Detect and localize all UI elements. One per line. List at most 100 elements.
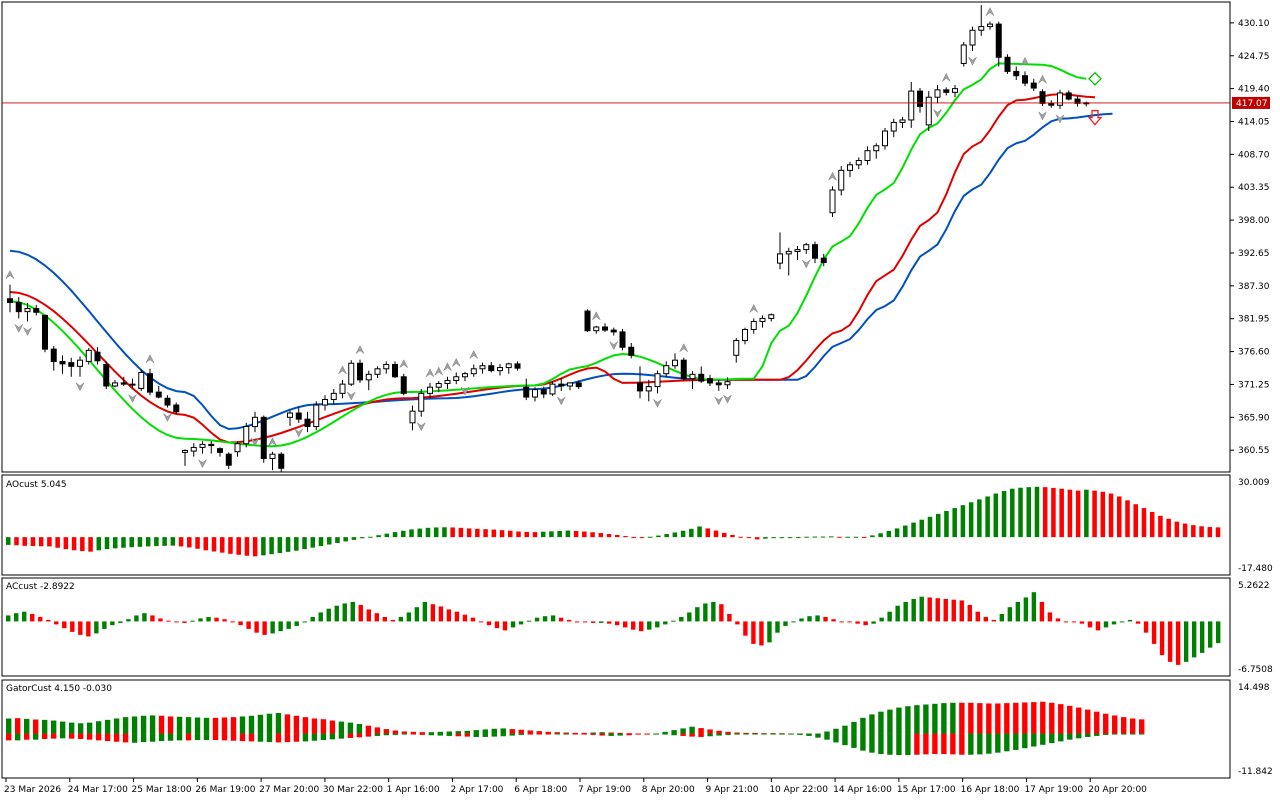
candle	[1013, 66, 1020, 81]
gator-lower-bar	[329, 733, 336, 740]
gator-lower-bar	[356, 733, 363, 738]
ao-bar	[985, 496, 990, 538]
candle-body	[820, 257, 827, 263]
candle-body	[182, 449, 188, 453]
ac-bar	[1151, 621, 1157, 644]
ac-bar	[6, 615, 11, 622]
ao-bar	[409, 529, 414, 538]
ac-bar	[78, 621, 83, 635]
ac-bar	[1087, 621, 1093, 628]
fractal-down-mark	[198, 459, 207, 469]
fractal-down-mark	[14, 324, 23, 333]
ac-bar	[639, 621, 644, 632]
gator-lower-bar	[554, 733, 560, 735]
candle	[575, 380, 582, 390]
ac-bar	[871, 621, 876, 624]
candle	[952, 84, 958, 98]
candle	[768, 313, 775, 322]
ac-bar	[623, 621, 628, 628]
ao-bar	[1010, 488, 1015, 538]
time-tick-label: 17 Apr 19:00	[1024, 785, 1083, 795]
ac-bar	[438, 606, 444, 622]
ac-bar	[166, 620, 171, 622]
gator-upper-bar	[293, 715, 300, 734]
candle	[549, 381, 556, 396]
candle	[680, 357, 687, 382]
candle-body	[68, 362, 75, 367]
gator-upper-bar	[302, 717, 309, 734]
ac-bar	[863, 621, 868, 626]
gator-lower-bar	[365, 733, 372, 737]
gator-upper-bar	[851, 721, 857, 734]
ac-bar	[294, 621, 299, 626]
candle	[514, 361, 521, 371]
ac-bar	[246, 621, 251, 629]
candle-body	[155, 391, 162, 398]
candle-body	[925, 96, 932, 126]
gator-lower-bar	[734, 733, 740, 735]
gator-upper-bar	[563, 732, 569, 734]
candle-body	[855, 160, 862, 166]
candle	[505, 362, 512, 374]
price-tick-label: 430.10	[1238, 19, 1270, 29]
ac-bar	[991, 619, 997, 622]
gator-upper-bar	[869, 714, 875, 734]
gator-lower-bar	[608, 733, 614, 736]
gator-lower-bar	[275, 733, 282, 743]
gator-lower-bar	[671, 733, 677, 736]
gator-lower-bar	[851, 733, 857, 748]
ao-bar	[1051, 487, 1056, 538]
fractal-down-mark	[1055, 114, 1065, 124]
candle-body	[392, 363, 398, 378]
candle	[777, 232, 783, 270]
ao-bar	[837, 536, 842, 538]
fractal-up-mark	[469, 349, 478, 359]
candle-body	[260, 416, 267, 459]
candle-body	[549, 383, 556, 395]
candle-body	[567, 382, 573, 387]
candle-body	[383, 363, 390, 370]
ao-bar	[1001, 491, 1007, 538]
gator-upper-bar	[923, 704, 929, 734]
ao-bar	[1215, 527, 1221, 538]
gator-upper-bar	[1067, 705, 1073, 734]
gator-lower-bar	[1094, 733, 1100, 736]
time-tick-label: 20 Apr 20:00	[1088, 785, 1147, 795]
candle	[374, 366, 381, 378]
gator-lower-bar	[536, 733, 542, 735]
ac-bar	[126, 619, 131, 622]
candle-body	[1065, 92, 1072, 100]
time-tick-label: 23 Mar 2026	[4, 785, 61, 795]
gator-upper-bar	[365, 725, 372, 734]
gator-upper-bar	[680, 728, 686, 734]
candle	[252, 411, 258, 433]
gator-upper-bar	[428, 732, 435, 734]
gator-upper-bar	[1139, 719, 1145, 734]
gator-lower-bar	[311, 733, 318, 741]
candle-body	[129, 383, 136, 386]
ac-bar	[1071, 621, 1077, 623]
candle	[689, 371, 696, 390]
fractal-up-mark	[592, 311, 601, 320]
candle-body	[584, 310, 591, 332]
ao-bar	[639, 537, 645, 539]
candle-body	[724, 381, 731, 386]
ao-bar	[771, 537, 776, 539]
candle-body	[444, 379, 451, 385]
ao-bar	[968, 502, 974, 538]
ac-bar	[1007, 607, 1013, 622]
candle	[733, 338, 740, 363]
time-tick-label: 24 Mar 17:00	[68, 785, 128, 795]
ao-bar	[1149, 511, 1155, 538]
candle	[925, 91, 932, 132]
ac-bar	[831, 619, 836, 622]
ao-bar	[993, 493, 999, 538]
candle	[645, 379, 652, 402]
gator-upper-bar	[401, 731, 408, 734]
candle-body	[829, 189, 836, 214]
gator-lower-bar	[1004, 733, 1010, 752]
ao-bar	[721, 532, 727, 538]
fractal-up-mark	[434, 366, 443, 376]
ac-bar	[1063, 621, 1069, 623]
